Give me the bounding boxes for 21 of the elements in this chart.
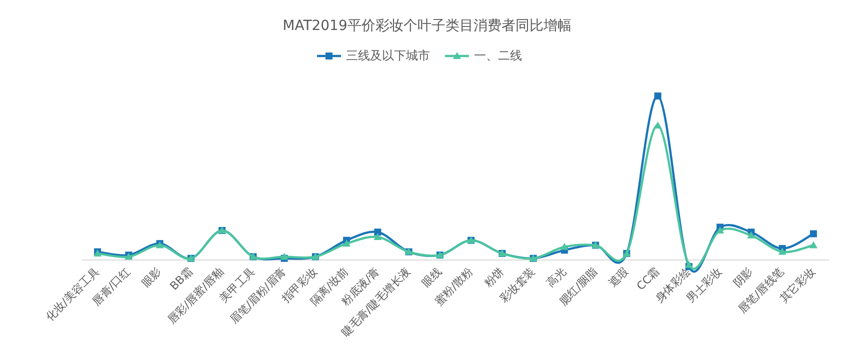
x-tick-label: 粉饼 xyxy=(482,265,506,290)
point xyxy=(810,230,817,238)
point xyxy=(716,226,724,234)
point xyxy=(560,242,568,250)
legend-label: 一、二线 xyxy=(474,48,522,62)
x-tick-label: 眼线 xyxy=(419,265,444,290)
point xyxy=(654,92,662,100)
point xyxy=(809,241,818,248)
x-tick-label: CC霜 xyxy=(634,265,662,293)
point xyxy=(342,240,351,247)
point xyxy=(778,248,786,255)
chart-title: MAT2019平价彩妆个叶子类目消费者同比增幅 xyxy=(282,18,572,34)
point xyxy=(374,233,382,240)
x-tick-label: 阴影 xyxy=(730,265,756,290)
point xyxy=(374,228,382,236)
x-tick-label: 遮瑕 xyxy=(606,265,631,290)
point xyxy=(747,231,756,238)
x-tick-label: 高光 xyxy=(544,265,569,290)
legend-label: 三线及以下城市 xyxy=(346,48,430,62)
x-tick-label: 眼影 xyxy=(139,265,164,290)
point xyxy=(684,260,693,268)
